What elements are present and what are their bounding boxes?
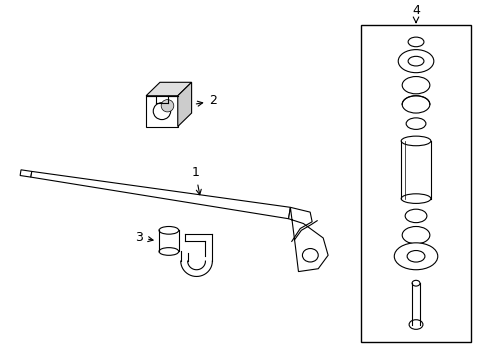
Ellipse shape bbox=[407, 251, 424, 262]
Polygon shape bbox=[288, 207, 327, 271]
Ellipse shape bbox=[159, 248, 179, 255]
Ellipse shape bbox=[411, 280, 419, 286]
Polygon shape bbox=[178, 82, 191, 126]
Text: 2: 2 bbox=[196, 94, 217, 107]
Ellipse shape bbox=[302, 248, 318, 262]
Ellipse shape bbox=[400, 136, 430, 146]
Ellipse shape bbox=[408, 320, 422, 329]
Ellipse shape bbox=[159, 226, 179, 234]
Polygon shape bbox=[31, 171, 290, 219]
Bar bbox=[360, 24, 470, 342]
Ellipse shape bbox=[393, 243, 437, 270]
Ellipse shape bbox=[153, 103, 170, 120]
Ellipse shape bbox=[406, 118, 425, 129]
Ellipse shape bbox=[405, 209, 426, 222]
Polygon shape bbox=[146, 82, 191, 96]
Ellipse shape bbox=[397, 50, 433, 73]
Ellipse shape bbox=[401, 96, 429, 113]
Text: 3: 3 bbox=[135, 231, 153, 244]
Text: 1: 1 bbox=[191, 166, 201, 195]
Bar bbox=[146, 96, 178, 126]
Ellipse shape bbox=[161, 100, 173, 112]
Ellipse shape bbox=[400, 194, 430, 203]
Ellipse shape bbox=[401, 226, 429, 244]
Ellipse shape bbox=[407, 37, 423, 47]
Ellipse shape bbox=[407, 56, 423, 66]
Ellipse shape bbox=[401, 77, 429, 94]
Text: 4: 4 bbox=[411, 4, 419, 17]
Polygon shape bbox=[20, 170, 32, 177]
